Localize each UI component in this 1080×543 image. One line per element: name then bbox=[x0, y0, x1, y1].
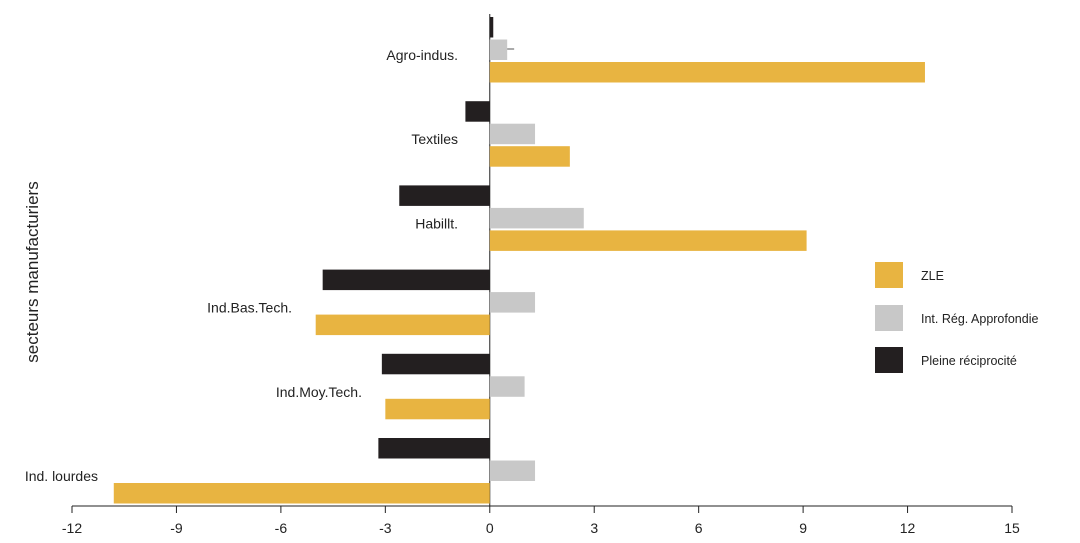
legend: ZLE Int. Rég. Approfondie Pleine réciproci… bbox=[875, 262, 1038, 373]
bar-pleine-r-ciprocit--2 bbox=[399, 185, 490, 206]
bars bbox=[113, 17, 925, 504]
bar-zle-0 bbox=[489, 62, 925, 83]
bar-int-r-g-approfondie-3 bbox=[489, 292, 536, 313]
bar-int-r-g-approfondie-2 bbox=[489, 207, 584, 229]
x-tick-label: 6 bbox=[695, 520, 703, 536]
category-label: Ind.Bas.Tech. bbox=[207, 300, 292, 316]
bar-int-r-g-approfondie-1 bbox=[489, 123, 536, 145]
x-tick-label: -9 bbox=[170, 520, 183, 536]
bar-int-r-g-approfondie-5 bbox=[489, 460, 536, 481]
axes bbox=[72, 14, 1012, 507]
legend-swatch bbox=[875, 347, 903, 373]
bar-pleine-r-ciprocit--5 bbox=[378, 438, 490, 459]
bar-zle-4 bbox=[385, 398, 490, 420]
category-labels: Agro-indus. Textiles Habillt. Ind.Bas.Tech.… bbox=[25, 47, 458, 484]
category-label: Textiles bbox=[411, 131, 458, 147]
bar-zle-3 bbox=[315, 314, 490, 336]
legend-label: Int. Rég. Approfondie bbox=[921, 312, 1038, 326]
bar-int-r-g-approfondie-4 bbox=[489, 376, 525, 397]
bar-zle-1 bbox=[489, 146, 570, 167]
category-label: Habillt. bbox=[415, 215, 458, 231]
bar-zle-5 bbox=[113, 483, 490, 504]
bar-zle-2 bbox=[489, 230, 807, 251]
x-tick-label: 12 bbox=[900, 520, 916, 536]
x-tick-label: 0 bbox=[486, 520, 494, 536]
legend-label: Pleine réciprocité bbox=[921, 354, 1017, 368]
x-tick-label: 9 bbox=[799, 520, 807, 536]
bar-pleine-r-ciprocit--4 bbox=[381, 353, 490, 375]
bar-pleine-r-ciprocit--0 bbox=[489, 17, 494, 38]
bar-pleine-r-ciprocit--1 bbox=[465, 101, 490, 122]
x-tick-label: 15 bbox=[1004, 520, 1020, 536]
y-axis-label: secteurs manufacturiers bbox=[23, 181, 42, 362]
category-label: Ind. lourdes bbox=[25, 468, 98, 484]
bar-pleine-r-ciprocit--3 bbox=[322, 269, 490, 291]
bar-int-r-g-approfondie-0 bbox=[489, 39, 508, 60]
legend-label: ZLE bbox=[921, 269, 944, 283]
x-tick-label: -3 bbox=[379, 520, 392, 536]
x-tick-label: 3 bbox=[590, 520, 598, 536]
x-ticks: -12 -9 -6 -3 0 3 6 9 12 15 bbox=[62, 506, 1020, 536]
x-tick-label: -12 bbox=[62, 520, 82, 536]
x-tick-label: -6 bbox=[275, 520, 288, 536]
legend-swatch bbox=[875, 305, 903, 331]
category-label: Agro-indus. bbox=[386, 47, 458, 63]
legend-swatch bbox=[875, 262, 903, 288]
category-label: Ind.Moy.Tech. bbox=[276, 384, 362, 400]
